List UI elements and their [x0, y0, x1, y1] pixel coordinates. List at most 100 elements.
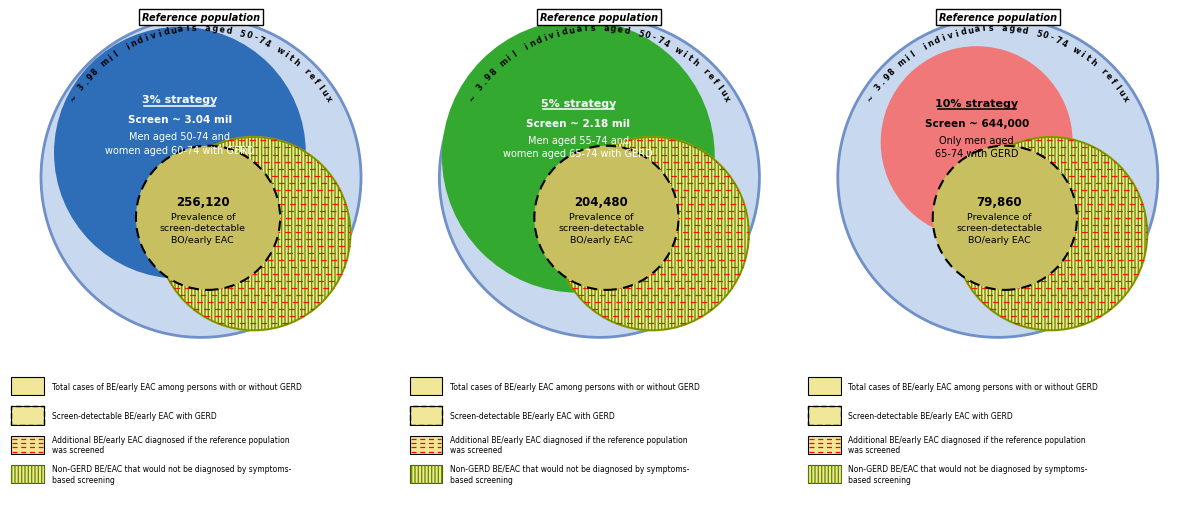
Text: g: g [1008, 24, 1015, 33]
Text: w: w [275, 44, 286, 56]
Text: n: n [130, 38, 139, 49]
Text: 0: 0 [245, 31, 252, 41]
Text: t: t [1084, 54, 1092, 63]
Text: i: i [523, 42, 530, 52]
Text: m: m [100, 57, 112, 69]
Text: Only men aged
65-74 with GERD: Only men aged 65-74 with GERD [935, 135, 1019, 159]
Text: 7: 7 [257, 35, 265, 46]
Text: Reference population: Reference population [540, 13, 659, 23]
Text: 9: 9 [85, 72, 96, 82]
Text: Additional BE/early EAC diagnosed if the reference population
was screened: Additional BE/early EAC diagnosed if the… [450, 435, 688, 454]
Text: Men aged 55-74 and
women aged 65-74 with GERD: Men aged 55-74 and women aged 65-74 with… [504, 135, 653, 159]
Text: v: v [947, 31, 954, 41]
Text: x: x [721, 94, 732, 103]
Text: Additional BE/early EAC diagnosed if the reference population
was screened: Additional BE/early EAC diagnosed if the… [52, 435, 289, 454]
Text: -: - [650, 33, 656, 43]
Text: m: m [896, 57, 908, 69]
Text: Prevalence of
screen-detectable
BO/early EAC: Prevalence of screen-detectable BO/early… [956, 212, 1043, 244]
Text: a: a [604, 24, 610, 33]
Text: e: e [1103, 72, 1114, 82]
Text: Prevalence of
screen-detectable
BO/early EAC: Prevalence of screen-detectable BO/early… [558, 212, 644, 244]
Text: s: s [590, 24, 595, 33]
Text: v: v [150, 31, 157, 41]
Text: i: i [556, 29, 562, 38]
Text: 204,480: 204,480 [575, 196, 628, 209]
Text: h: h [1088, 57, 1098, 68]
Text: 4: 4 [263, 38, 272, 49]
Circle shape [439, 18, 760, 338]
Text: w: w [1072, 44, 1082, 56]
Text: 7: 7 [1054, 35, 1062, 46]
Text: w: w [673, 44, 684, 56]
Text: 256,120: 256,120 [176, 196, 229, 209]
Circle shape [55, 29, 305, 278]
Text: l: l [316, 83, 325, 91]
Text: l: l [584, 24, 587, 33]
Text: a: a [973, 25, 980, 34]
Text: Total cases of BE/early EAC among persons with or without GERD: Total cases of BE/early EAC among person… [52, 382, 301, 391]
Text: u: u [1116, 88, 1127, 98]
Text: u: u [170, 26, 178, 36]
Text: a: a [176, 25, 184, 34]
Text: d: d [163, 27, 170, 37]
Text: Total cases of BE/early EAC among persons with or without GERD: Total cases of BE/early EAC among person… [848, 382, 1098, 391]
Text: 7: 7 [655, 35, 664, 46]
Text: 5% strategy: 5% strategy [541, 98, 616, 109]
Circle shape [136, 146, 280, 290]
Text: i: i [125, 42, 132, 52]
Text: ~: ~ [467, 93, 478, 104]
Text: e: e [617, 25, 624, 34]
Text: 3% strategy: 3% strategy [143, 95, 217, 105]
Text: 0: 0 [1042, 31, 1049, 41]
Text: i: i [282, 49, 289, 59]
Text: m: m [498, 57, 510, 69]
Text: Non-GERD BE/EAC that would not be diagnosed by symptoms-
based screening: Non-GERD BE/EAC that would not be diagno… [52, 465, 290, 484]
Circle shape [954, 138, 1147, 331]
Text: Reference population: Reference population [142, 13, 260, 23]
Text: h: h [690, 57, 700, 68]
Text: x: x [1120, 94, 1130, 103]
Text: x: x [323, 94, 334, 103]
Text: a: a [1002, 24, 1008, 33]
Text: 3: 3 [77, 82, 86, 92]
Text: 5: 5 [636, 29, 644, 39]
Text: e: e [704, 72, 715, 82]
Text: d: d [562, 27, 569, 37]
Text: s: s [989, 24, 994, 33]
Text: 5: 5 [1034, 29, 1043, 39]
Text: 8: 8 [90, 67, 101, 77]
Circle shape [41, 18, 361, 338]
Circle shape [882, 48, 1072, 238]
Text: f: f [710, 78, 719, 86]
Text: g: g [610, 24, 617, 33]
Text: t: t [287, 54, 295, 63]
Text: i: i [941, 33, 947, 43]
Text: d: d [623, 26, 630, 36]
Text: 0: 0 [643, 31, 650, 41]
Text: v: v [548, 31, 556, 41]
Circle shape [556, 138, 749, 331]
Text: d: d [224, 26, 232, 36]
Text: 3: 3 [475, 82, 485, 92]
Text: 4: 4 [661, 38, 671, 49]
Text: d: d [534, 35, 544, 46]
Text: n: n [926, 38, 936, 49]
Text: f: f [312, 78, 320, 86]
Text: Non-GERD BE/EAC that would not be diagnosed by symptoms-
based screening: Non-GERD BE/EAC that would not be diagno… [848, 465, 1087, 484]
Text: -: - [252, 33, 258, 43]
Text: Screen ~ 644,000: Screen ~ 644,000 [924, 119, 1028, 129]
Text: i: i [954, 29, 960, 38]
Text: Men aged 50-74 and
women aged 60-74 with GERD: Men aged 50-74 and women aged 60-74 with… [106, 132, 254, 155]
Text: d: d [960, 27, 967, 37]
Text: a: a [205, 24, 211, 33]
Text: Screen ~ 3.04 mil: Screen ~ 3.04 mil [128, 115, 232, 125]
Text: .: . [480, 78, 488, 86]
Text: d: d [136, 35, 145, 46]
Circle shape [157, 138, 350, 331]
Text: Screen ~ 2.18 mil: Screen ~ 2.18 mil [527, 119, 630, 129]
Text: Prevalence of
screen-detectable
BO/early EAC: Prevalence of screen-detectable BO/early… [160, 212, 246, 244]
Text: l: l [186, 24, 188, 33]
Text: 4: 4 [1060, 38, 1069, 49]
Text: r: r [302, 67, 312, 76]
Text: 8: 8 [887, 67, 898, 77]
